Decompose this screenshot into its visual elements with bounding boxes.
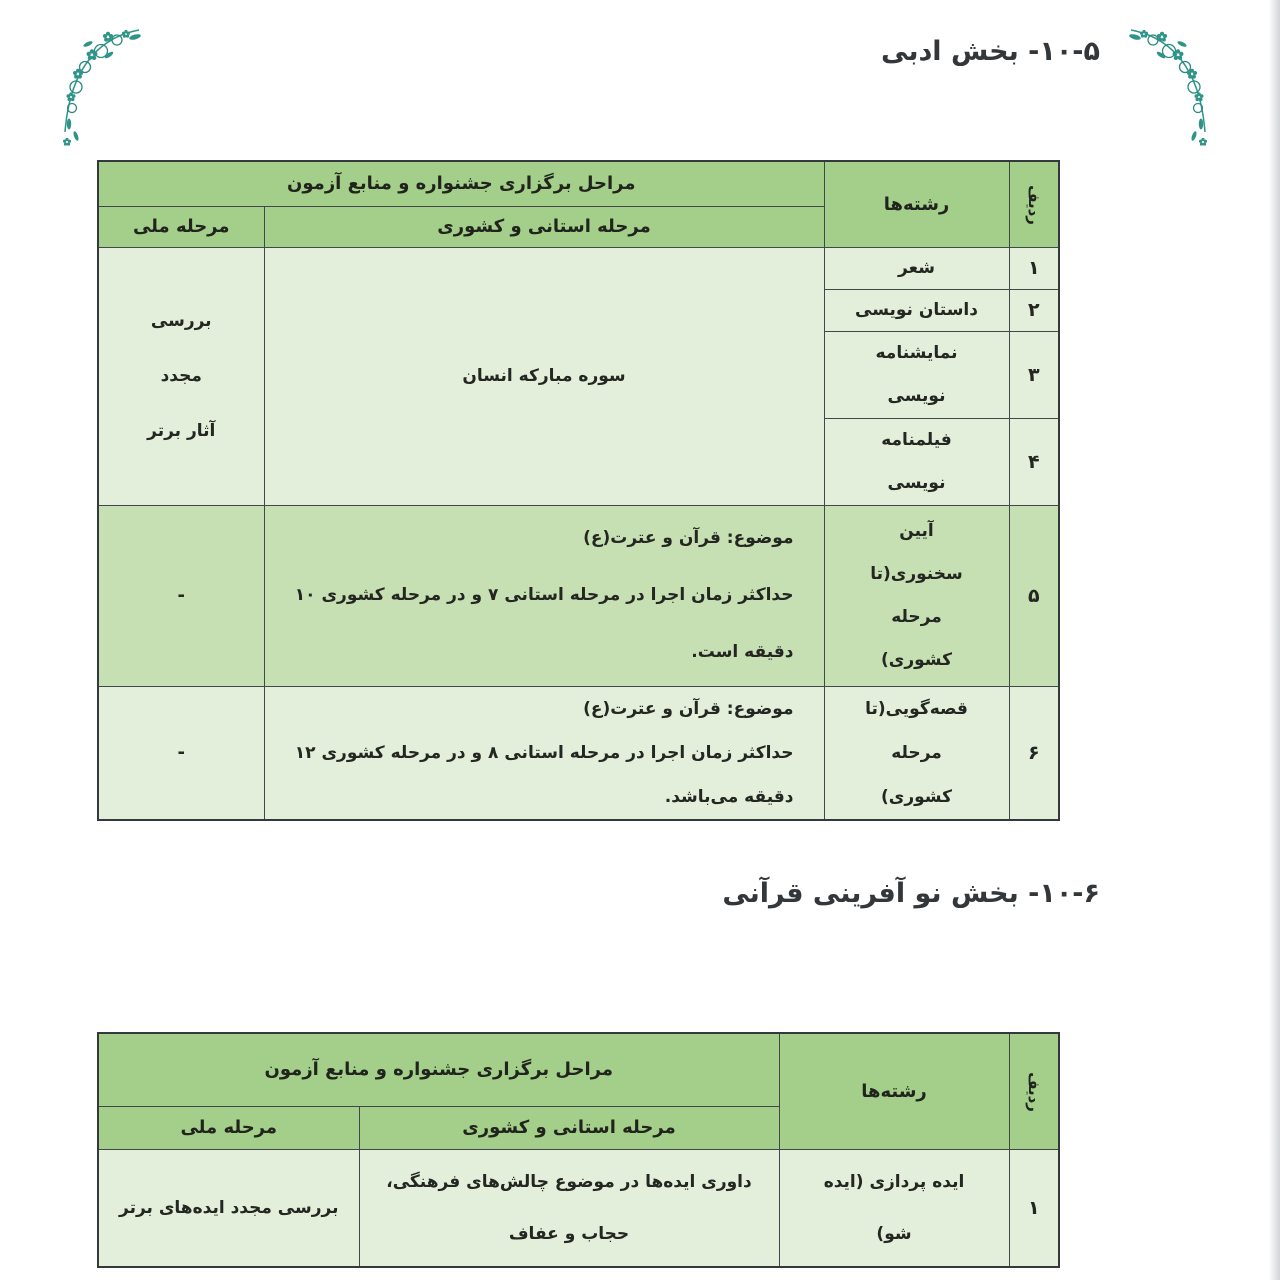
field-name-playwriting: نمایشنامه نویسی xyxy=(823,330,1010,419)
merged-provincial-cell: سوره مبارکه انسان xyxy=(263,246,825,506)
field-line: سخنوری(تا xyxy=(870,563,963,584)
table-row: ۶ قصه‌گویی(تا مرحله کشوری) موضوع: قرآن و… xyxy=(97,685,1060,820)
field-line: نویسی xyxy=(887,472,946,493)
table-row: ۵ آیین سخنوری(تا مرحله کشوری) موضوع: قرآ… xyxy=(97,504,1060,687)
radif-header-label: ردیف xyxy=(1024,1071,1043,1112)
table-row: ۲ داستان نویسی xyxy=(98,288,1060,332)
judging-line: حجاب و عفاف xyxy=(508,1223,630,1244)
national-header-cell: مرحله ملی xyxy=(97,1105,360,1150)
row-number: ۳ xyxy=(1008,330,1060,419)
table-row: ۱ ایده پردازی (ایده شو) داوری ایده‌ها در… xyxy=(97,1148,1060,1268)
radif-header-cell: ردیف xyxy=(1008,1032,1060,1150)
radif-header-label: ردیف xyxy=(1024,184,1043,225)
field-name-ideation: ایده پردازی (ایده شو) xyxy=(778,1148,1010,1268)
national-stage-cell: - xyxy=(97,504,265,687)
field-line: کشوری) xyxy=(881,649,952,670)
national-header-cell: مرحله ملی xyxy=(97,205,265,248)
national-stage-cell: - xyxy=(97,685,265,820)
section-heading-quranic-innovation: ۱۰-۶- بخش نو آفرینی قرآنی xyxy=(722,878,1100,909)
row-number: ۲ xyxy=(1008,288,1060,332)
merged-national-cell: بررسی مجدد آثار برتر xyxy=(97,246,265,506)
provincial-stage-cell: داوری ایده‌ها در موضوع چالش‌های فرهنگی، … xyxy=(358,1148,780,1268)
field-line: فیلمنامه xyxy=(881,429,952,450)
merged-national-line: بررسی xyxy=(150,310,212,331)
field-line: کشوری) xyxy=(881,786,952,807)
topic-line: موضوع: قرآن و عترت(ع) xyxy=(583,698,794,719)
radif-header-cell: ردیف xyxy=(1008,160,1060,248)
table-row: ۳ نمایشنامه نویسی xyxy=(98,330,1060,419)
section-heading-literary: ۱۰-۵- بخش ادبی xyxy=(881,36,1100,67)
field-name-story-writing: داستان نویسی xyxy=(823,288,1010,332)
provincial-stage-cell: موضوع: قرآن و عترت(ع) حداکثر زمان اجرا د… xyxy=(263,685,825,820)
field-line: ایده پردازی (ایده xyxy=(823,1171,965,1192)
provincial-header-cell: مرحله استانی و کشوری xyxy=(358,1105,780,1150)
field-line: قصه‌گویی(تا xyxy=(865,698,968,719)
field-line: مرحله xyxy=(891,742,942,763)
stages-header-cell: مراحل برگزاری جشنواره و منابع آزمون xyxy=(97,1032,780,1107)
merged-national-line: آثار برتر xyxy=(147,420,216,441)
field-name-poetry: شعر xyxy=(823,246,1010,290)
row-number: ۴ xyxy=(1008,417,1060,506)
provincial-header-cell: مرحله استانی و کشوری xyxy=(263,205,825,248)
field-line: آیین xyxy=(899,520,934,541)
duration-line: دقیقه می‌باشد. xyxy=(664,786,794,807)
page-edge-shadow xyxy=(1269,0,1280,1280)
provincial-stage-cell: موضوع: قرآن و عترت(ع) حداکثر زمان اجرا د… xyxy=(263,504,825,687)
literary-section-table: ردیف رشته‌ها مراحل برگزاری جشنواره و منا… xyxy=(97,160,1060,821)
field-line: مرحله xyxy=(891,606,942,627)
field-name-oratory: آیین سخنوری(تا مرحله کشوری) xyxy=(823,504,1010,687)
topic-line: موضوع: قرآن و عترت(ع) xyxy=(583,528,794,548)
duration-line: حداکثر زمان اجرا در مرحله استانی ۷ و در … xyxy=(294,585,794,605)
row-number: ۶ xyxy=(1008,685,1060,820)
stages-header-cell: مراحل برگزاری جشنواره و منابع آزمون xyxy=(97,160,825,207)
field-line: نویسی xyxy=(887,385,946,406)
merged-national-line: مجدد xyxy=(160,365,202,386)
fields-header-cell: رشته‌ها xyxy=(823,160,1010,248)
fields-header-cell: رشته‌ها xyxy=(778,1032,1010,1150)
field-line: نمایشنامه xyxy=(875,342,958,363)
row-number: ۵ xyxy=(1008,504,1060,687)
field-line: شو) xyxy=(876,1223,912,1244)
row-number: ۱ xyxy=(1008,246,1060,290)
field-name-storytelling: قصه‌گویی(تا مرحله کشوری) xyxy=(823,685,1010,820)
duration-line: دقیقه است. xyxy=(691,642,794,662)
row-number: ۱ xyxy=(1008,1148,1060,1268)
field-name-screenwriting: فیلمنامه نویسی xyxy=(823,417,1010,506)
judging-line: داوری ایده‌ها در موضوع چالش‌های فرهنگی، xyxy=(386,1171,752,1192)
duration-line: حداکثر زمان اجرا در مرحله استانی ۸ و در … xyxy=(294,742,794,763)
national-stage-cell: بررسی مجدد ایده‌های برتر xyxy=(97,1148,360,1268)
quranic-innovation-table: ردیف رشته‌ها مراحل برگزاری جشنواره و منا… xyxy=(97,1032,1060,1268)
table-row: ۱ شعر سوره مبارکه انسان بررسی مجدد آثار … xyxy=(97,246,1060,506)
